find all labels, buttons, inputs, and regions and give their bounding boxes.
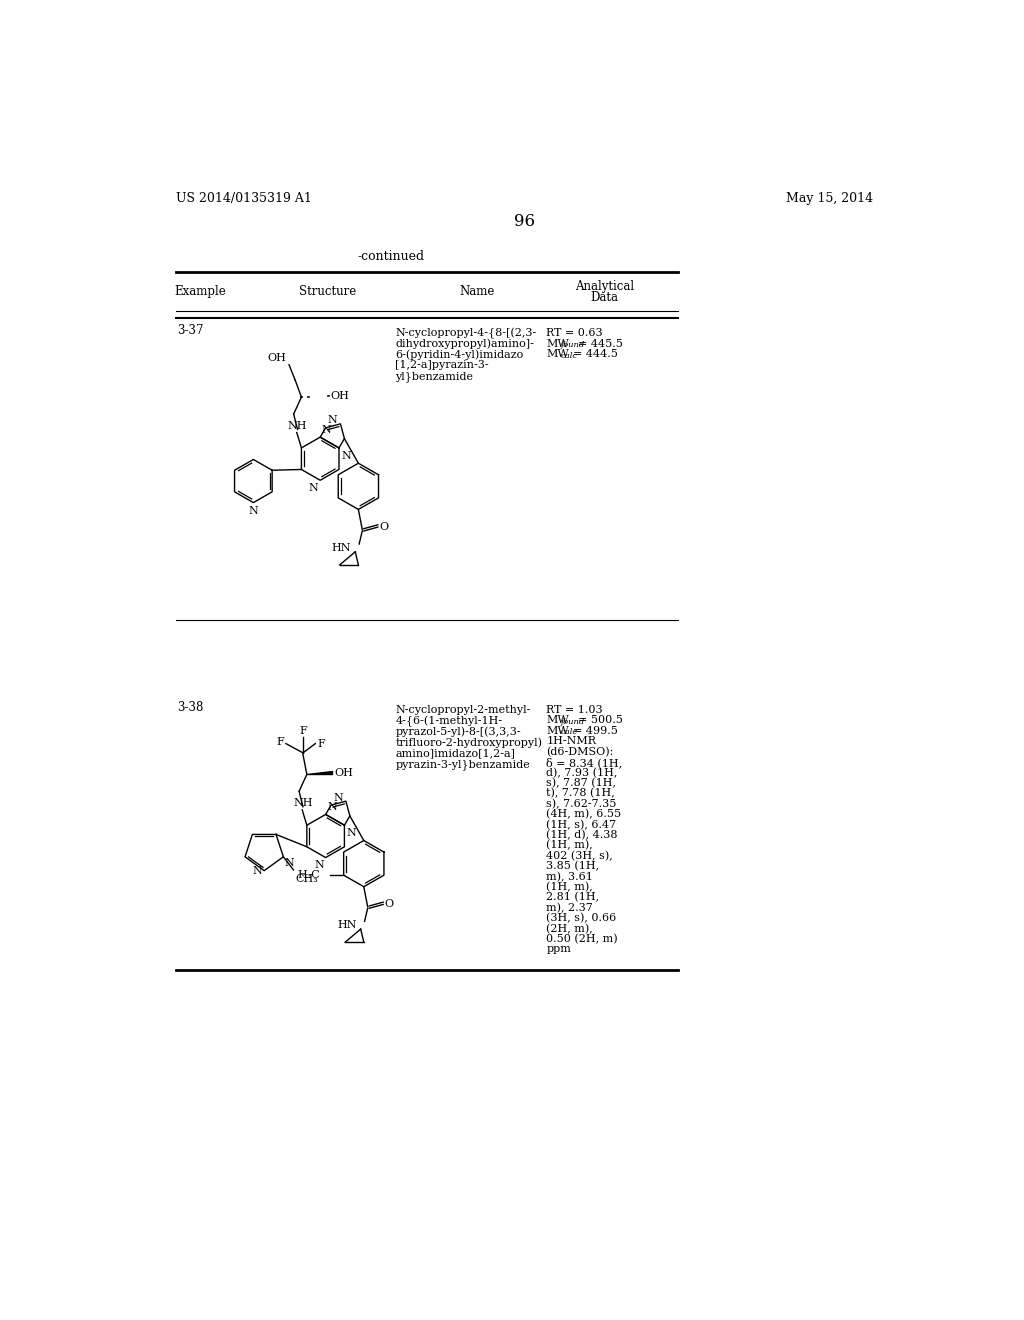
Text: N-cyclopropyl-4-{8-[(2,3-: N-cyclopropyl-4-{8-[(2,3- bbox=[395, 327, 537, 339]
Text: US 2014/0135319 A1: US 2014/0135319 A1 bbox=[176, 191, 312, 205]
Text: N: N bbox=[253, 866, 263, 875]
Text: 6-(pyridin-4-yl)imidazo: 6-(pyridin-4-yl)imidazo bbox=[395, 350, 523, 360]
Text: d), 7.93 (1H,: d), 7.93 (1H, bbox=[547, 767, 617, 777]
Text: MW: MW bbox=[547, 339, 569, 348]
Text: N: N bbox=[309, 483, 318, 492]
Text: N: N bbox=[249, 506, 258, 516]
Text: 3-38: 3-38 bbox=[177, 701, 203, 714]
Text: N: N bbox=[341, 451, 351, 461]
Text: found: found bbox=[560, 718, 585, 726]
Text: NH: NH bbox=[288, 421, 307, 430]
Text: 3.85 (1H,: 3.85 (1H, bbox=[547, 861, 600, 871]
Text: OH: OH bbox=[334, 768, 353, 777]
Text: O: O bbox=[385, 899, 394, 909]
Text: trifluoro-2-hydroxypropyl): trifluoro-2-hydroxypropyl) bbox=[395, 738, 543, 748]
Text: = 445.5: = 445.5 bbox=[578, 339, 623, 348]
Text: N: N bbox=[328, 803, 337, 812]
Text: MW: MW bbox=[547, 350, 569, 359]
Text: (3H, s), 0.66: (3H, s), 0.66 bbox=[547, 913, 616, 924]
Text: amino]imidazo[1,2-a]: amino]imidazo[1,2-a] bbox=[395, 748, 515, 758]
Text: s), 7.62-7.35: s), 7.62-7.35 bbox=[547, 799, 616, 809]
Text: δ = 8.34 (1H,: δ = 8.34 (1H, bbox=[547, 758, 623, 768]
Text: (2H, m),: (2H, m), bbox=[547, 924, 593, 933]
Text: N: N bbox=[334, 793, 343, 803]
Text: (1H, s), 6.47: (1H, s), 6.47 bbox=[547, 820, 616, 830]
Text: N: N bbox=[314, 859, 324, 870]
Text: HN: HN bbox=[332, 543, 351, 553]
Text: RT = 1.03: RT = 1.03 bbox=[547, 705, 603, 715]
Text: N: N bbox=[328, 416, 338, 425]
Text: HN: HN bbox=[337, 920, 356, 931]
Text: = 499.5: = 499.5 bbox=[572, 726, 617, 735]
Text: 3-37: 3-37 bbox=[177, 323, 204, 337]
Text: = 444.5: = 444.5 bbox=[572, 350, 617, 359]
Text: 96: 96 bbox=[514, 213, 536, 230]
Text: pyrazol-5-yl)-8-[(3,3,3-: pyrazol-5-yl)-8-[(3,3,3- bbox=[395, 726, 521, 738]
Text: OH: OH bbox=[267, 354, 286, 363]
Text: m), 3.61: m), 3.61 bbox=[547, 871, 593, 882]
Text: 2.81 (1H,: 2.81 (1H, bbox=[547, 892, 600, 903]
Text: (1H, d), 4.38: (1H, d), 4.38 bbox=[547, 830, 618, 841]
Text: dihydroxypropyl)amino]-: dihydroxypropyl)amino]- bbox=[395, 339, 535, 350]
Text: Example: Example bbox=[174, 285, 226, 298]
Text: Analytical: Analytical bbox=[575, 280, 634, 293]
Text: O: O bbox=[379, 523, 388, 532]
Text: OH: OH bbox=[330, 391, 349, 400]
Text: Structure: Structure bbox=[299, 285, 356, 298]
Text: Data: Data bbox=[591, 292, 618, 305]
Text: (d6-DMSO):: (d6-DMSO): bbox=[547, 747, 613, 756]
Text: 4-{6-(1-methyl-1H-: 4-{6-(1-methyl-1H- bbox=[395, 715, 503, 727]
Text: May 15, 2014: May 15, 2014 bbox=[786, 191, 873, 205]
Text: MW: MW bbox=[547, 726, 569, 735]
Text: N: N bbox=[347, 829, 356, 838]
Text: (1H, m),: (1H, m), bbox=[547, 882, 593, 892]
Text: calc: calc bbox=[560, 351, 578, 359]
Text: 402 (3H, s),: 402 (3H, s), bbox=[547, 850, 613, 861]
Text: = 500.5: = 500.5 bbox=[578, 715, 623, 726]
Text: -continued: -continued bbox=[358, 251, 425, 264]
Text: CH₃: CH₃ bbox=[295, 874, 317, 884]
Text: s), 7.87 (1H,: s), 7.87 (1H, bbox=[547, 777, 616, 788]
Text: 1H-NMR: 1H-NMR bbox=[547, 737, 597, 746]
Text: yl}benzamide: yl}benzamide bbox=[395, 371, 473, 381]
Text: RT = 0.63: RT = 0.63 bbox=[547, 327, 603, 338]
Text: NH: NH bbox=[293, 799, 312, 808]
Text: 0.50 (2H, m): 0.50 (2H, m) bbox=[547, 933, 618, 944]
Text: N: N bbox=[322, 425, 332, 434]
Text: F: F bbox=[276, 737, 285, 747]
Polygon shape bbox=[307, 771, 332, 775]
Text: m), 2.37: m), 2.37 bbox=[547, 903, 593, 913]
Text: (1H, m),: (1H, m), bbox=[547, 841, 593, 850]
Text: calc: calc bbox=[560, 729, 578, 737]
Text: MW: MW bbox=[547, 715, 569, 726]
Text: H₃C: H₃C bbox=[298, 870, 321, 880]
Text: F: F bbox=[316, 739, 325, 748]
Text: N: N bbox=[285, 858, 295, 869]
Text: (4H, m), 6.55: (4H, m), 6.55 bbox=[547, 809, 622, 820]
Text: F: F bbox=[299, 726, 307, 737]
Text: N-cyclopropyl-2-methyl-: N-cyclopropyl-2-methyl- bbox=[395, 705, 530, 715]
Text: [1,2-a]pyrazin-3-: [1,2-a]pyrazin-3- bbox=[395, 360, 489, 370]
Text: t), 7.78 (1H,: t), 7.78 (1H, bbox=[547, 788, 615, 799]
Text: Name: Name bbox=[459, 285, 495, 298]
Text: found: found bbox=[560, 341, 585, 348]
Text: ppm: ppm bbox=[547, 944, 571, 954]
Text: pyrazin-3-yl}benzamide: pyrazin-3-yl}benzamide bbox=[395, 759, 530, 770]
